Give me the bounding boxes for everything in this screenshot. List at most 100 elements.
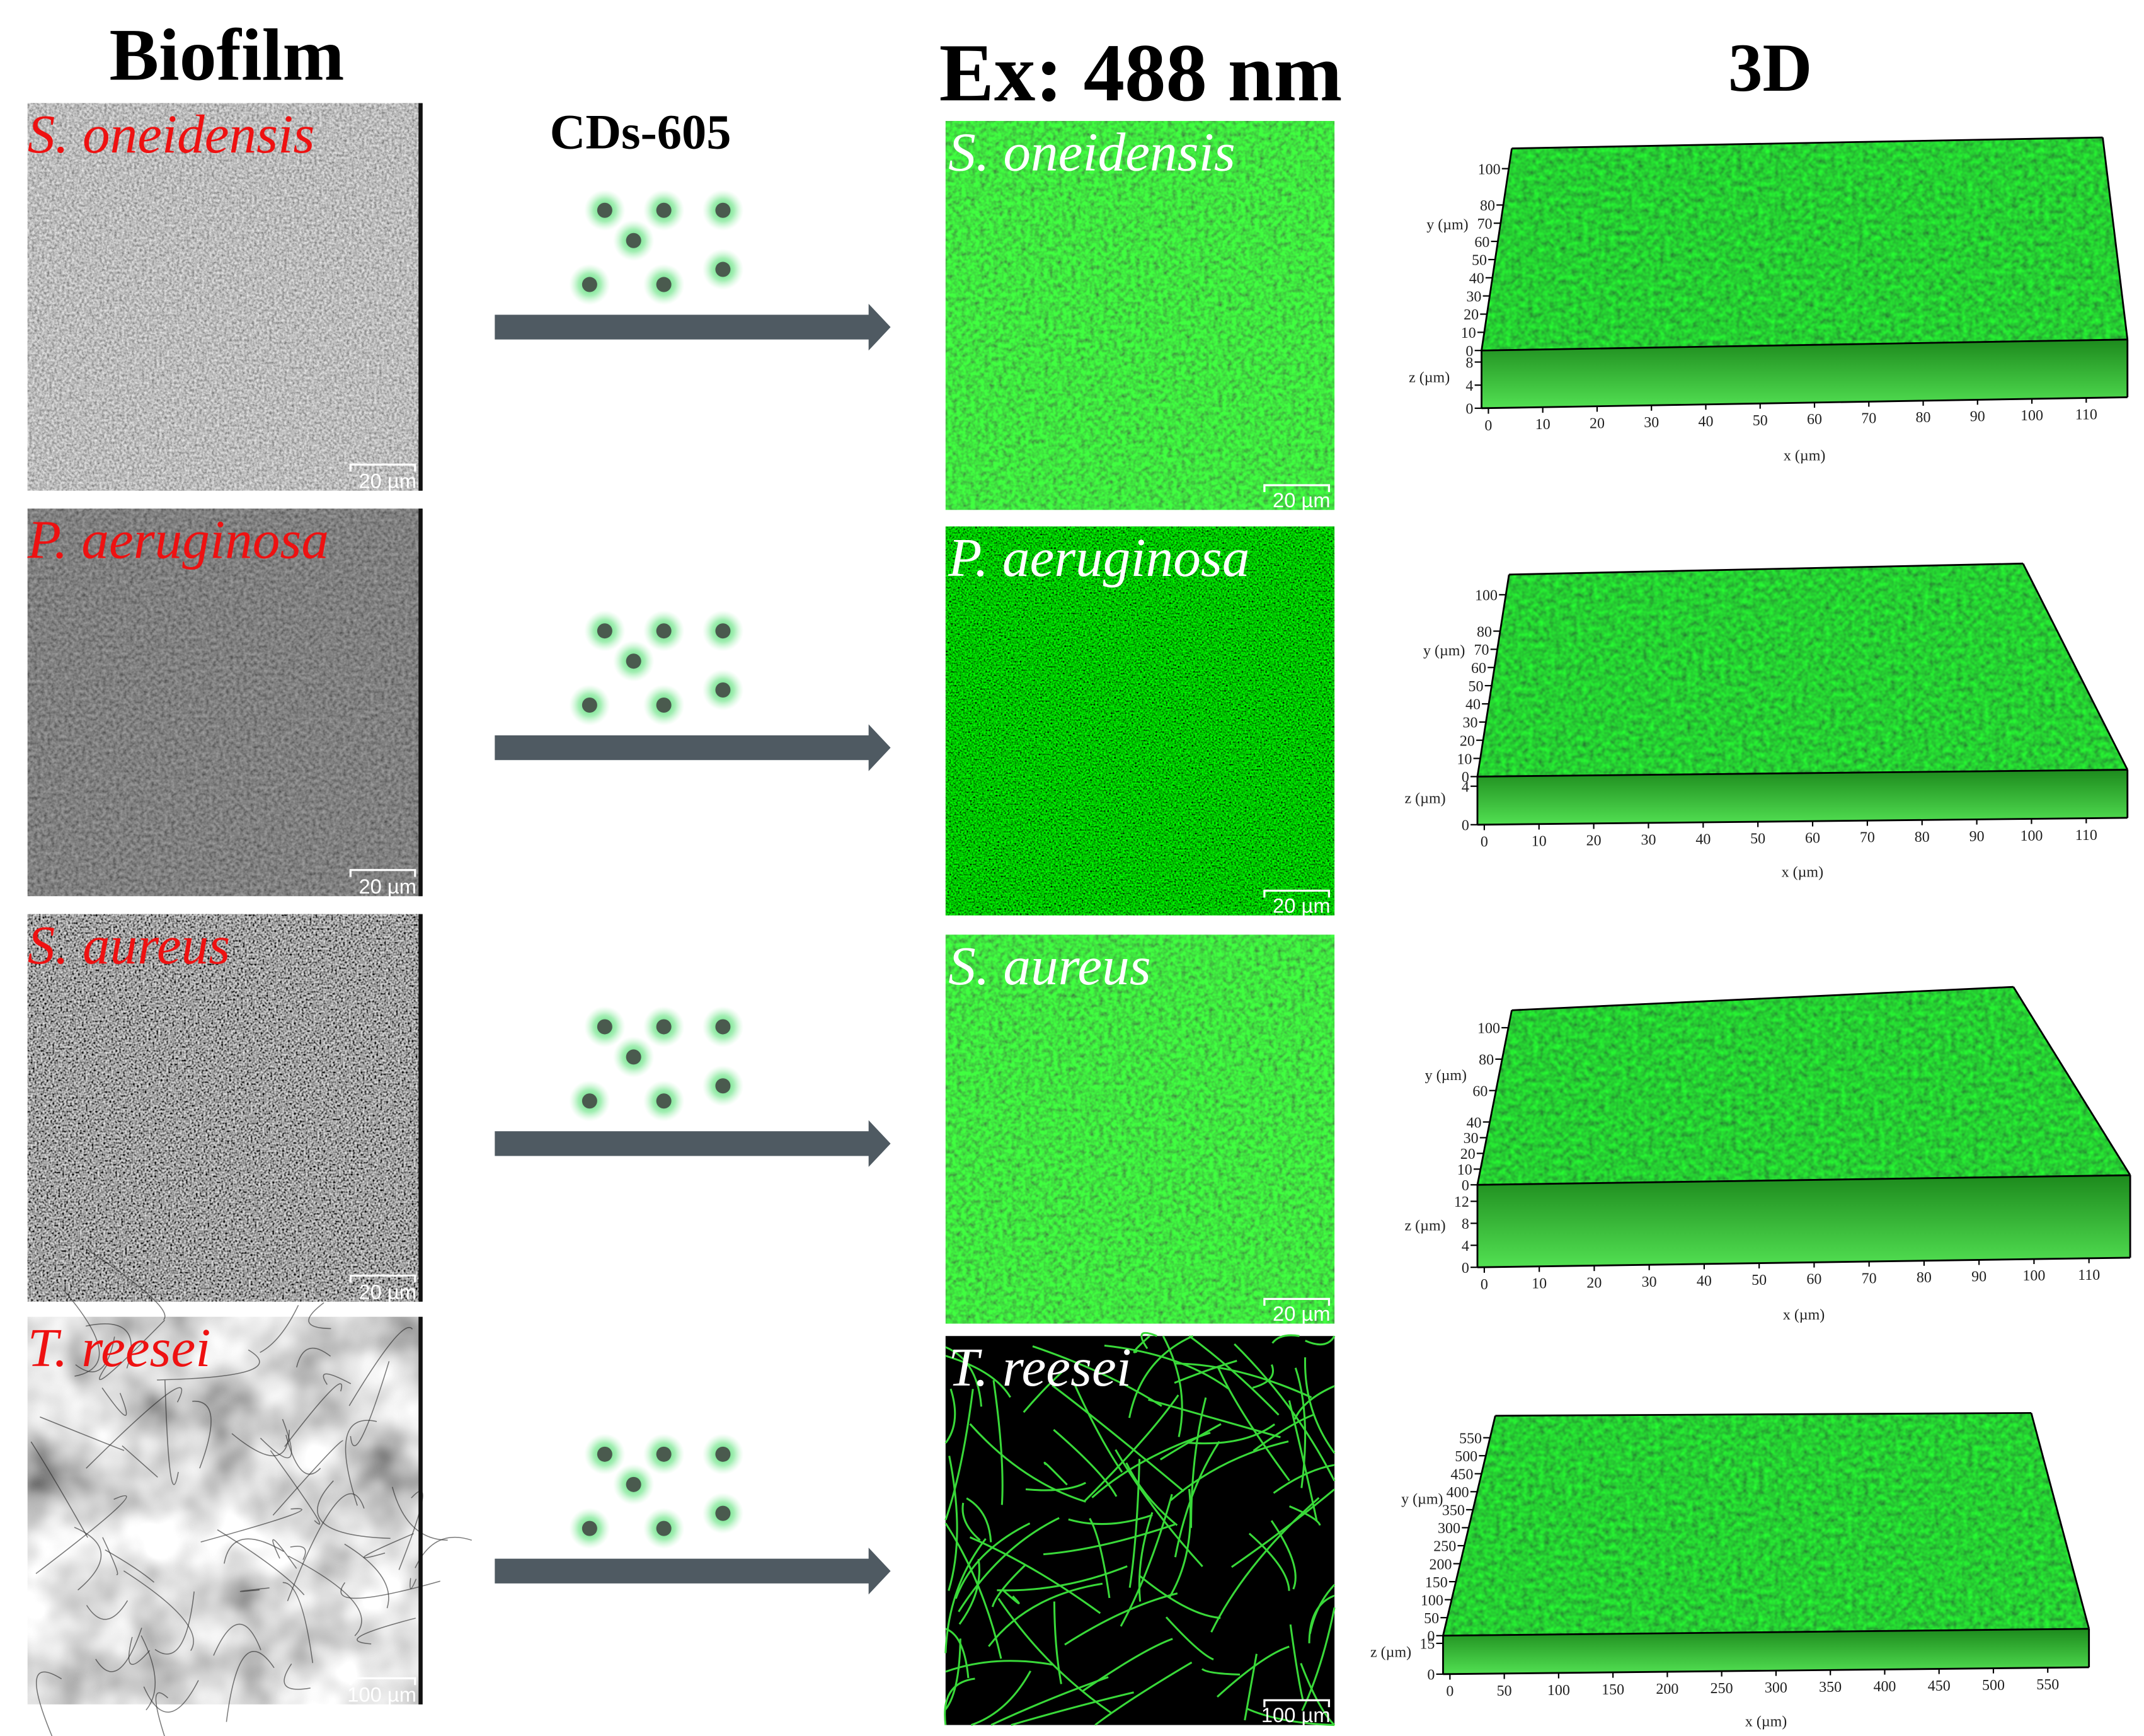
- box-edge: [1481, 148, 1513, 351]
- x-tick-label: 40: [1695, 832, 1711, 848]
- y-tick-label: 100: [1477, 1021, 1500, 1037]
- y-axis-label: y (µm): [1401, 1491, 1443, 1507]
- hypha: [988, 1582, 1103, 1647]
- y-tick-label: 60: [1471, 660, 1486, 677]
- x-axis-label: x (µm): [1745, 1714, 1787, 1730]
- hypha: [944, 1522, 1002, 1659]
- hypha: [1294, 1367, 1307, 1488]
- hypha: [272, 1539, 297, 1569]
- box-edge: [2102, 137, 2129, 340]
- fluorescence-image: [945, 934, 1335, 1324]
- hypha: [1300, 1663, 1336, 1726]
- y-tick-label: 20: [1460, 733, 1475, 749]
- cd-dot: [656, 1093, 672, 1109]
- x-tick-label: 50: [1750, 831, 1765, 848]
- scale-bar: [1263, 1297, 1331, 1306]
- hypha: [1231, 1488, 1336, 1568]
- cd-dot: [656, 202, 672, 218]
- hypha: [1244, 1653, 1258, 1721]
- hypha: [143, 1680, 199, 1713]
- x-tick-label: 110: [2075, 827, 2097, 844]
- hypha: [1053, 1428, 1118, 1497]
- y-tick-label: 200: [1430, 1556, 1452, 1573]
- hypha: [1175, 1362, 1312, 1399]
- hypha: [1217, 1365, 1290, 1481]
- hypha: [154, 1591, 195, 1655]
- scale-bar-label: 20 µm: [1273, 894, 1331, 917]
- hypha: [944, 1388, 956, 1444]
- fluorescence-image: [945, 120, 1335, 510]
- y-tick-label: 10: [1457, 1162, 1472, 1178]
- species-label: S. aureus: [948, 935, 1151, 996]
- box-edge: [1509, 562, 2023, 576]
- x-tick-label: 10: [1532, 1276, 1547, 1292]
- hypha: [344, 1543, 389, 1609]
- x-tick-label: 70: [1862, 1270, 1877, 1287]
- hypha: [1216, 1645, 1290, 1698]
- species-label: S. oneidensis: [28, 103, 315, 164]
- x-tick-label: 20: [1586, 1275, 1602, 1291]
- column-header: Biofilm: [110, 14, 345, 96]
- hypha: [357, 1618, 416, 1645]
- hypha: [945, 1346, 983, 1407]
- hypha: [948, 1456, 958, 1591]
- row: P. aeruginosa 20 µm P. aeruginosa 20 µm 0 10 2…: [27, 509, 2129, 917]
- scale-bar-label: 100 µm: [347, 1682, 416, 1706]
- z-axis-label: z (µm): [1409, 370, 1450, 386]
- cd-dot: [626, 1049, 641, 1065]
- hypha: [1043, 1461, 1068, 1486]
- box-edge: [1476, 574, 1510, 777]
- cd-dot: [656, 1520, 672, 1536]
- brightfield-image: [27, 1316, 422, 1704]
- hypha: [1174, 1360, 1237, 1384]
- biofilm-top: [1477, 563, 2128, 777]
- hypha: [86, 1600, 129, 1620]
- biofilm-top: [1481, 137, 2128, 351]
- biofilm-front: [1477, 769, 2128, 825]
- x-tick-label: 80: [1917, 1270, 1932, 1286]
- y-tick-label: 300: [1438, 1520, 1460, 1537]
- x-tick-label: 110: [2075, 406, 2097, 423]
- z-tick-label: 12: [1454, 1194, 1469, 1210]
- hypha: [157, 1349, 260, 1381]
- scale-bar-label: 20 µm: [1273, 1302, 1331, 1325]
- x-tick-label: 450: [1928, 1678, 1951, 1694]
- scale-bar: [1263, 1699, 1331, 1708]
- hypha: [1032, 1345, 1162, 1407]
- hypha: [990, 1676, 1109, 1726]
- z-axis-label: z (µm): [1405, 790, 1446, 807]
- column-header: 3D: [1728, 30, 1812, 106]
- hypha: [1248, 1532, 1290, 1591]
- hypha: [285, 1435, 321, 1475]
- reagent-label: CDs-605: [550, 105, 731, 159]
- hypha: [1094, 1661, 1193, 1726]
- hypha: [971, 1670, 1031, 1726]
- y-tick-label: 500: [1455, 1449, 1477, 1465]
- hypha: [969, 1423, 1086, 1503]
- y-tick-label: 10: [1461, 325, 1476, 342]
- y-tick-label: 20: [1464, 307, 1479, 323]
- species-label: T. reesei: [28, 1317, 211, 1378]
- x-tick-label: 100: [2021, 408, 2043, 424]
- y-tick-label: 100: [1478, 161, 1501, 178]
- y-tick-label: 50: [1424, 1611, 1439, 1627]
- z-tick-label: 4: [1462, 779, 1469, 795]
- x-tick-label: 40: [1697, 1273, 1712, 1290]
- y-tick-label: 30: [1466, 289, 1481, 305]
- z-tick-label: 0: [1427, 1667, 1435, 1684]
- cd-dot: [656, 623, 672, 639]
- x-tick-label: 400: [1873, 1679, 1896, 1695]
- scale-bar-label: 20 µm: [358, 1280, 416, 1303]
- hypha: [1128, 1335, 1194, 1418]
- hypha: [945, 1355, 1011, 1398]
- z-axis-label: z (µm): [1370, 1644, 1411, 1660]
- cd-dot: [656, 277, 672, 292]
- hypha: [128, 1636, 151, 1665]
- scale-bar-label: 100 µm: [1261, 1703, 1331, 1727]
- arrow: [495, 1548, 891, 1595]
- x-tick-label: 500: [1982, 1677, 2005, 1694]
- box-edge: [1442, 1415, 1496, 1636]
- cd-dot: [656, 1446, 672, 1462]
